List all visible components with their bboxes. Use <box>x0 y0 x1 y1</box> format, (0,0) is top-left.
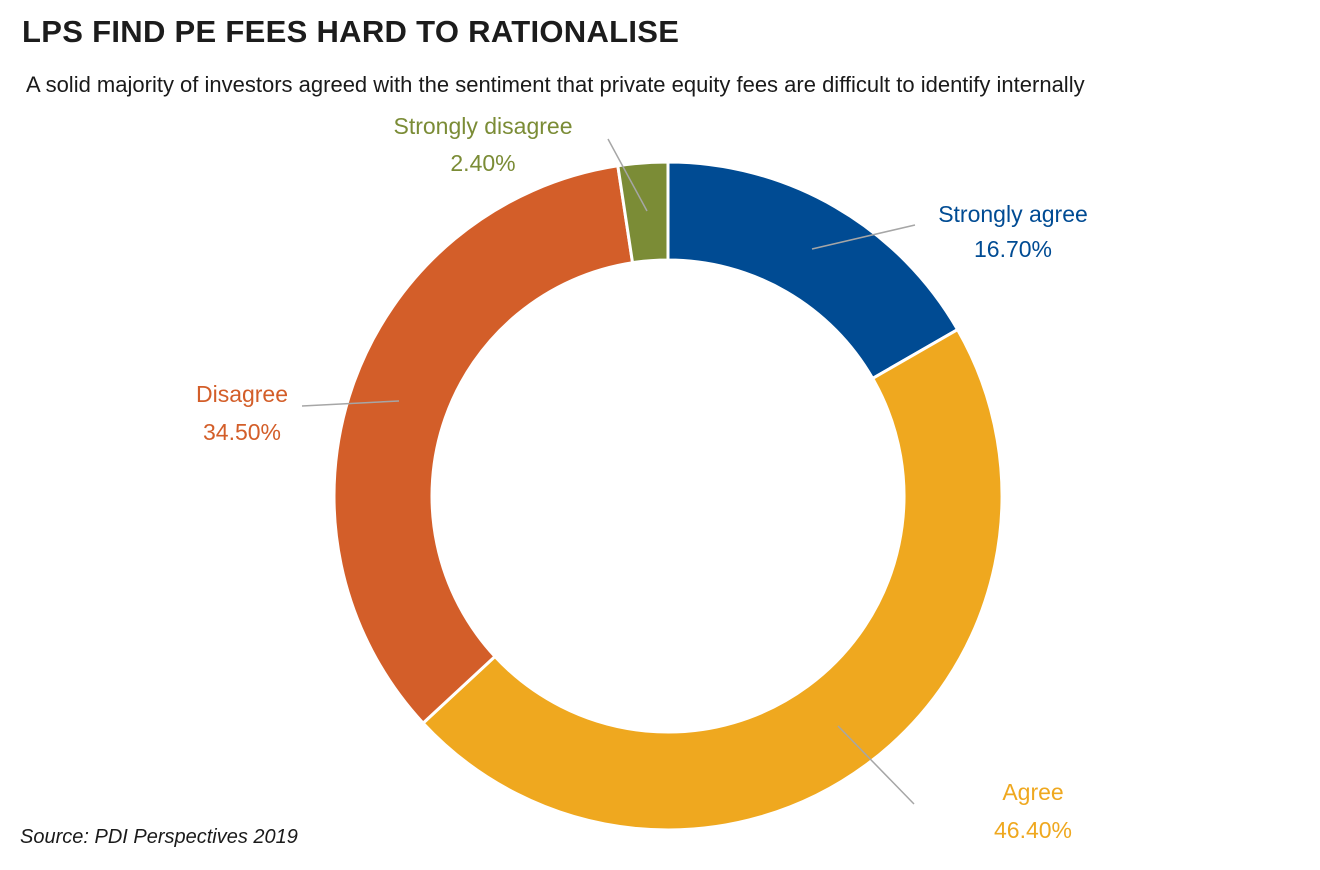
slice-strongly-agree <box>666 160 960 381</box>
slice-disagree <box>332 164 635 726</box>
slice-labels: Strongly agree 16.70% Agree 46.40% Disagree 3… <box>196 113 1088 843</box>
slice-value-strongly-agree: 16.70% <box>974 236 1052 262</box>
slice-value-disagree: 34.50% <box>203 419 281 445</box>
slice-strongly-disagree <box>616 160 670 265</box>
leader-line-strongly-agree <box>811 224 916 250</box>
slice-label-agree: Agree <box>1002 779 1063 805</box>
slice-value-agree: 46.40% <box>994 817 1072 843</box>
leader-line-strongly-disagree <box>607 138 648 212</box>
slice-label-strongly-agree: Strongly agree <box>938 201 1088 227</box>
chart-title: LPS FIND PE FEES HARD TO RATIONALISE <box>22 14 680 49</box>
slice-value-strongly-disagree: 2.40% <box>450 150 515 176</box>
chart-subtitle: A solid majority of investors agreed wit… <box>26 72 1085 97</box>
leader-lines <box>301 138 916 805</box>
slice-label-disagree: Disagree <box>196 381 288 407</box>
leader-line-disagree <box>301 400 400 407</box>
leader-line-agree <box>837 725 915 805</box>
slice-label-strongly-disagree: Strongly disagree <box>394 113 573 139</box>
donut-slices <box>332 160 1004 832</box>
chart-source: Source: PDI Perspectives 2019 <box>20 826 298 848</box>
slice-agree <box>420 327 1004 832</box>
